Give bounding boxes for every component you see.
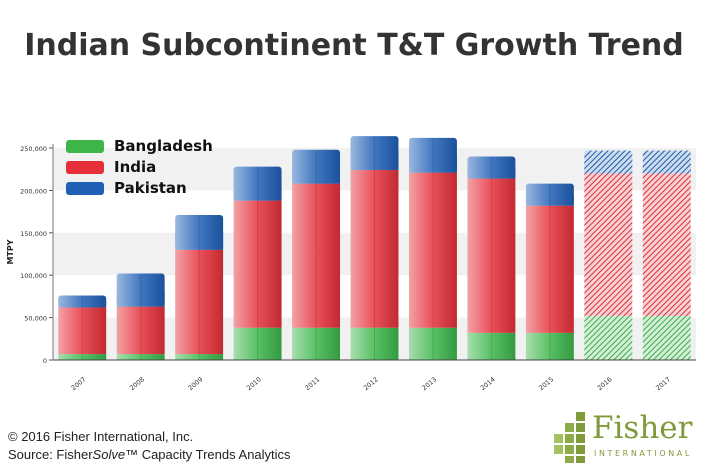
bar-india-2017 xyxy=(642,173,691,316)
x-tick-label: 2010 xyxy=(245,375,263,392)
y-axis-label: MTPY xyxy=(6,239,15,264)
logo-mark-icon xyxy=(554,412,585,463)
bar-india-2011 xyxy=(292,183,341,328)
bar-india-2016 xyxy=(584,173,633,316)
bar-india-2013 xyxy=(408,172,457,328)
legend-item-bangladesh: Bangladesh xyxy=(66,136,213,156)
legend-swatch xyxy=(66,139,104,153)
bars: 2007 2008 2009 2010 2011 2012 2013 2014 2015 2016… xyxy=(58,136,691,392)
x-tick-label: 2007 xyxy=(70,375,88,392)
x-tick-label: 2015 xyxy=(537,375,555,392)
bar-bangladesh-2011 xyxy=(292,327,341,360)
fisher-logo: Fisher INTERNATIONAL xyxy=(552,406,702,468)
y-tick-label: 200,000 xyxy=(20,187,47,195)
y-tick-label: 150,000 xyxy=(20,230,47,238)
bar-bangladesh-2012 xyxy=(350,327,399,360)
bar-pakistan-2014-base xyxy=(467,167,516,179)
bar-pakistan-2010-base xyxy=(233,183,282,201)
chart-title: Indian Subcontinent T&T Growth Trend xyxy=(24,28,684,63)
bar-india-2010 xyxy=(233,200,282,328)
copyright-text: © 2016 Fisher International, Inc. xyxy=(8,429,194,444)
x-tick-label: 2011 xyxy=(304,375,322,392)
chart-legend: Bangladesh India Pakistan xyxy=(66,136,213,199)
bar-bangladesh-2008 xyxy=(116,354,165,360)
bar-india-2015 xyxy=(525,205,574,333)
bar-pakistan-2012-base xyxy=(350,153,399,171)
bar-pakistan-2016-base xyxy=(584,161,633,174)
bar-pakistan-2017-base xyxy=(642,161,691,174)
bar-pakistan-2009-base xyxy=(175,232,224,250)
legend-label: Bangladesh xyxy=(114,137,213,155)
bar-bangladesh-2010 xyxy=(233,327,282,360)
footer: © 2016 Fisher International, Inc. Source… xyxy=(8,428,291,464)
bar-india-2014 xyxy=(467,178,516,333)
y-tick-label: 50,000 xyxy=(24,315,47,323)
y-axis: 0 50,000 100,000 150,000 200,000 250,000 xyxy=(20,145,53,365)
legend-swatch xyxy=(66,160,104,174)
bar-india-2009 xyxy=(175,249,224,355)
x-tick-label: 2014 xyxy=(479,375,497,392)
bar-pakistan-2013-base xyxy=(408,155,457,173)
legend-label: Pakistan xyxy=(114,179,187,197)
source-text: Source: FisherSolve™ Capacity Trends Ana… xyxy=(8,447,291,462)
bar-bangladesh-2016 xyxy=(584,315,633,360)
legend-item-pakistan: Pakistan xyxy=(66,178,213,198)
y-tick-label: 100,000 xyxy=(20,272,47,280)
x-tick-label: 2013 xyxy=(420,375,438,392)
x-tick-label: 2017 xyxy=(654,375,672,392)
legend-swatch xyxy=(66,181,104,195)
bar-pakistan-2008-base xyxy=(116,290,165,307)
bar-bangladesh-2009 xyxy=(175,354,224,360)
logo-name: Fisher xyxy=(592,410,693,446)
logo-subtitle: INTERNATIONAL xyxy=(594,449,692,458)
x-tick-label: 2012 xyxy=(362,375,380,392)
bar-india-2007 xyxy=(58,307,107,355)
bar-pakistan-2011-base xyxy=(292,166,341,184)
x-tick-label: 2016 xyxy=(596,375,614,392)
bar-bangladesh-2013 xyxy=(408,327,457,360)
bar-india-2012 xyxy=(350,170,399,328)
bar-pakistan-2015-base xyxy=(525,194,574,206)
bar-bangladesh-2017 xyxy=(642,315,691,360)
x-tick-label: 2009 xyxy=(187,375,205,392)
legend-label: India xyxy=(114,158,157,176)
legend-item-india: India xyxy=(66,157,213,177)
bar-pakistan-2007-base xyxy=(58,301,107,308)
y-tick-label: 250,000 xyxy=(20,145,47,153)
bar-bangladesh-2014 xyxy=(467,332,516,360)
x-tick-label: 2008 xyxy=(128,375,146,392)
bar-bangladesh-2015 xyxy=(525,332,574,360)
bar-bangladesh-2007 xyxy=(58,354,107,360)
bar-india-2008 xyxy=(116,306,165,355)
y-tick-label: 0 xyxy=(43,357,47,365)
